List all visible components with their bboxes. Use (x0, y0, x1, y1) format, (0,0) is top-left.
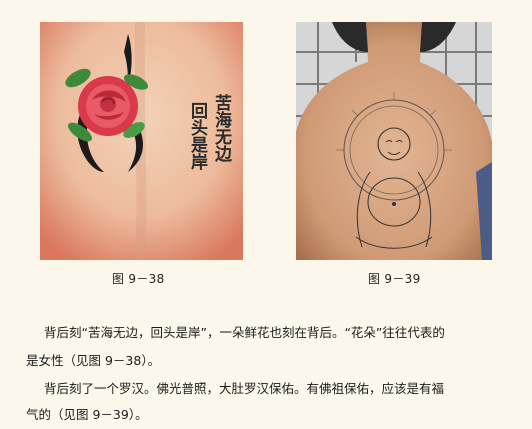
figure-9-38-photo: 回头是岸 苦海无边 (40, 22, 243, 260)
paragraph-2-line-1: 背后刻了一个罗汉。佛光普照，大肚罗汉保佑。有佛祖保佑，应该是有福 (44, 381, 445, 396)
tattoo-calligraphy-left: 回头是岸 (187, 102, 208, 171)
paragraph-1-line-2: 是女性（见图 9－38）。 (26, 353, 161, 368)
tattoo-calligraphy-right: 苦海无边 (211, 93, 233, 163)
paragraph-2-line-2: 气的（见图 9－39）。 (26, 407, 148, 422)
figure-9-39-photo (296, 22, 492, 260)
figure-9-38-caption: 图 9－38 (112, 272, 165, 286)
paragraph-1-line-1: 背后刻“苦海无边，回头是岸”，一朵鲜花也刻在背后。“花朵”往往代表的 (44, 325, 445, 340)
figure-9-39-caption: 图 9－39 (368, 272, 421, 286)
rose-tattoo-icon: 回头是岸 苦海无边 (40, 22, 243, 260)
buddha-tattoo-icon (296, 22, 492, 260)
